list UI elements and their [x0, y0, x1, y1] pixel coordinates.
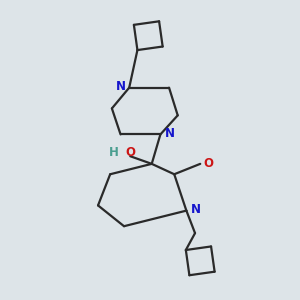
Text: O: O [125, 146, 135, 159]
Text: H: H [109, 146, 118, 159]
Text: O: O [204, 157, 214, 170]
Text: N: N [116, 80, 126, 94]
Text: N: N [164, 127, 175, 140]
Text: N: N [190, 203, 200, 216]
